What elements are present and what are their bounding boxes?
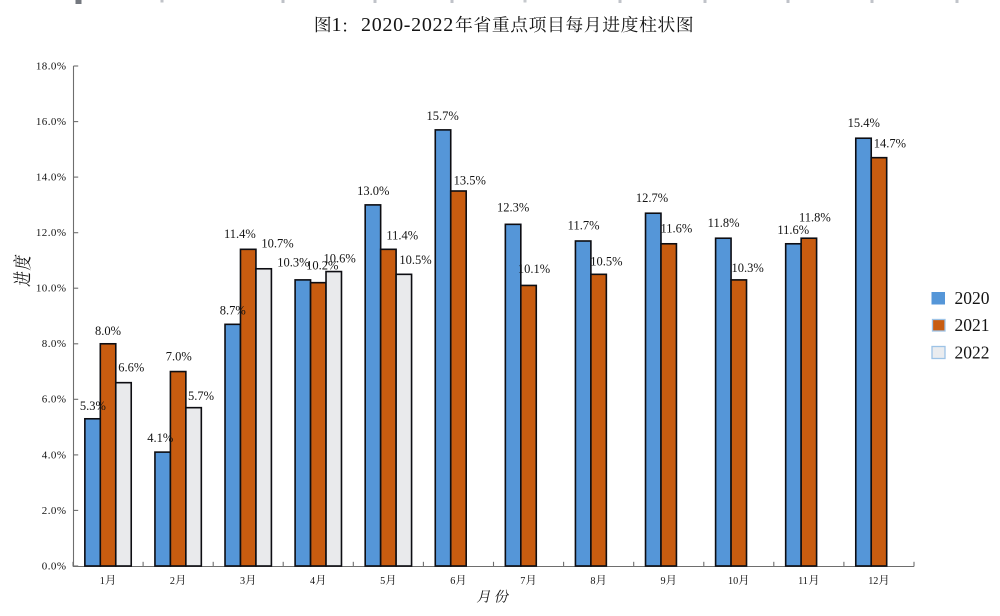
svg-text:6.0%: 6.0% [42,394,67,406]
svg-text:10.6%: 10.6% [324,252,356,266]
svg-text:8.0%: 8.0% [42,338,67,350]
svg-text:7.0%: 7.0% [166,350,192,364]
svg-text:1: 1 [332,14,342,36]
svg-text:18.0%: 18.0% [36,60,67,72]
svg-text:14.7%: 14.7% [874,137,906,151]
svg-text:5.3%: 5.3% [80,399,106,413]
svg-text:12.0%: 12.0% [36,227,67,239]
svg-text:2020-2022: 2020-2022 [361,14,454,36]
svg-text:11.7%: 11.7% [568,219,600,233]
svg-text:2021: 2021 [955,315,990,335]
svg-text:13.5%: 13.5% [454,173,486,187]
svg-text:14.0%: 14.0% [36,172,67,184]
svg-text:1: 1 [100,576,105,587]
svg-text:10.5%: 10.5% [590,255,622,269]
svg-text:10.2%: 10.2% [306,258,338,272]
svg-text:10.1%: 10.1% [518,262,550,276]
svg-text:6: 6 [450,576,455,587]
svg-text:11.4%: 11.4% [224,227,256,241]
svg-text:10.0%: 10.0% [36,283,67,295]
svg-text:5.7%: 5.7% [188,389,214,403]
svg-text:11: 11 [798,576,808,587]
svg-text:4.0%: 4.0% [42,449,67,461]
svg-text:11.4%: 11.4% [386,228,418,242]
svg-text:11.6%: 11.6% [777,223,809,237]
svg-text:4.1%: 4.1% [147,431,173,445]
svg-text:2.0%: 2.0% [42,505,67,517]
svg-text:11.6%: 11.6% [660,222,692,236]
svg-text:10: 10 [728,576,738,587]
svg-text:5: 5 [380,576,385,587]
svg-text:2: 2 [170,576,175,587]
svg-text:3: 3 [240,576,245,587]
svg-text:11.8%: 11.8% [799,210,831,224]
svg-text:11.8%: 11.8% [708,216,740,230]
svg-text:0.0%: 0.0% [42,560,67,572]
svg-text:16.0%: 16.0% [36,116,67,128]
svg-text:12.3%: 12.3% [497,201,529,215]
svg-text:7: 7 [520,576,525,587]
svg-text:8.0%: 8.0% [95,324,121,338]
svg-text:8: 8 [590,576,595,587]
svg-text:10.7%: 10.7% [261,237,293,251]
svg-text:6.6%: 6.6% [118,360,144,374]
svg-text:10.3%: 10.3% [731,261,763,275]
svg-text:2020: 2020 [955,288,990,308]
svg-text:12: 12 [868,576,878,587]
svg-text:9: 9 [661,576,666,587]
svg-text:10.5%: 10.5% [399,253,431,267]
svg-text:10.3%: 10.3% [277,256,309,270]
svg-text:13.0%: 13.0% [357,184,389,198]
svg-text:12.7%: 12.7% [636,191,668,205]
svg-text:4: 4 [310,576,315,587]
svg-text:15.4%: 15.4% [848,116,880,130]
svg-text:8.7%: 8.7% [220,304,246,318]
svg-text:2022: 2022 [955,342,990,362]
svg-text:15.7%: 15.7% [426,109,458,123]
